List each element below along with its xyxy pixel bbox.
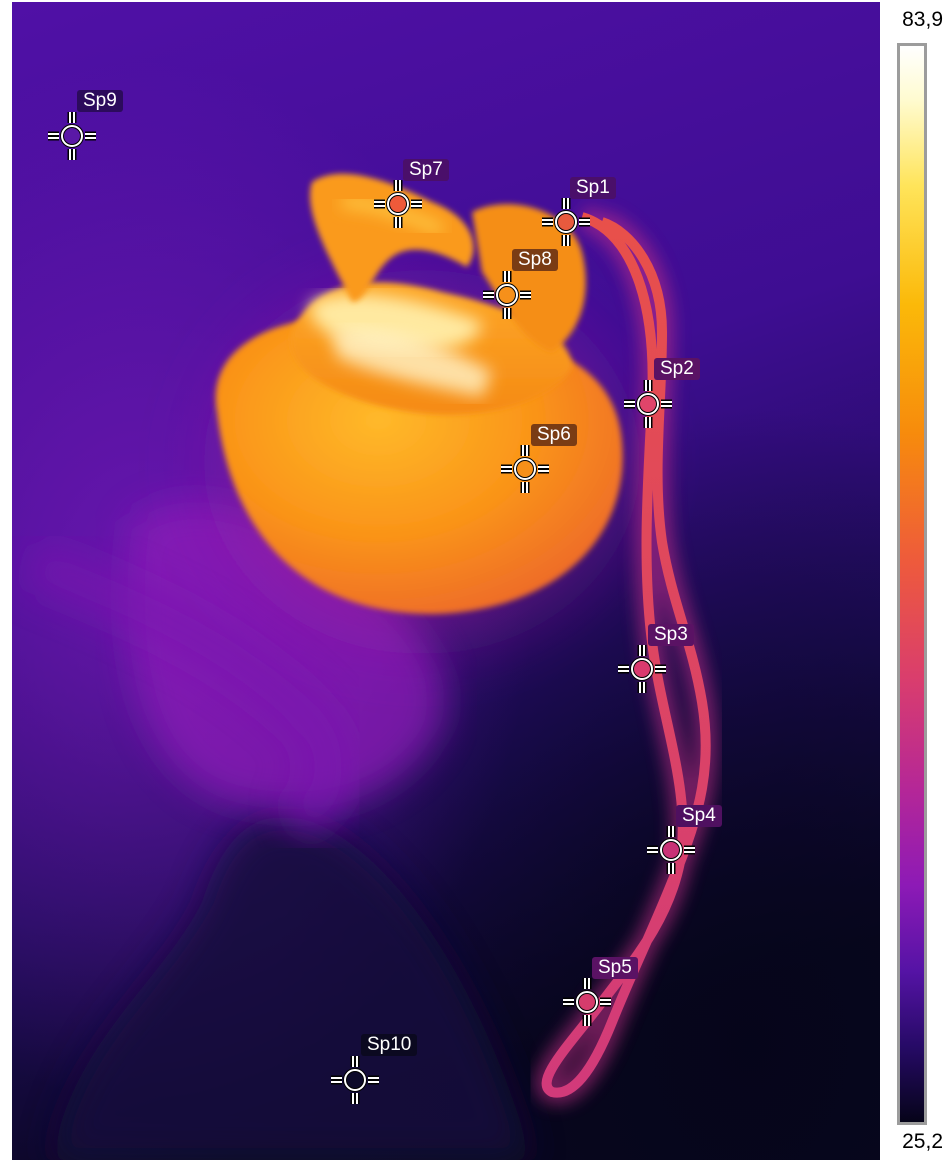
spot-sp7-label: Sp7 [403, 159, 449, 181]
spot-crosshair-icon [542, 198, 590, 246]
temperature-scale-min: 25,2 [902, 1130, 943, 1153]
spot-crosshair-icon [563, 978, 611, 1026]
spot-crosshair-icon [374, 180, 422, 228]
spot-crosshair-icon [483, 271, 531, 319]
spot-sp2-label: Sp2 [654, 358, 700, 380]
spot-sp4-label: Sp4 [676, 805, 722, 827]
spot-sp1-label: Sp1 [570, 177, 616, 199]
spot-crosshair-icon [624, 380, 672, 428]
spot-crosshair-icon [331, 1056, 379, 1104]
temperature-scale-max: 83,9 [902, 8, 943, 31]
spot-sp3-label: Sp3 [648, 624, 694, 646]
temperature-color-scale [897, 43, 927, 1125]
spot-sp6-label: Sp6 [531, 424, 577, 446]
spot-sp10-label: Sp10 [361, 1034, 418, 1056]
spot-sp8-label: Sp8 [512, 249, 558, 271]
spot-crosshair-icon [618, 645, 666, 693]
thermal-scene [12, 2, 880, 1160]
spot-sp9-label: Sp9 [77, 90, 123, 112]
spot-sp5-label: Sp5 [592, 957, 638, 979]
spot-crosshair-icon [501, 445, 549, 493]
spot-crosshair-icon [48, 112, 96, 160]
thermal-image [12, 2, 880, 1160]
spot-crosshair-icon [647, 826, 695, 874]
